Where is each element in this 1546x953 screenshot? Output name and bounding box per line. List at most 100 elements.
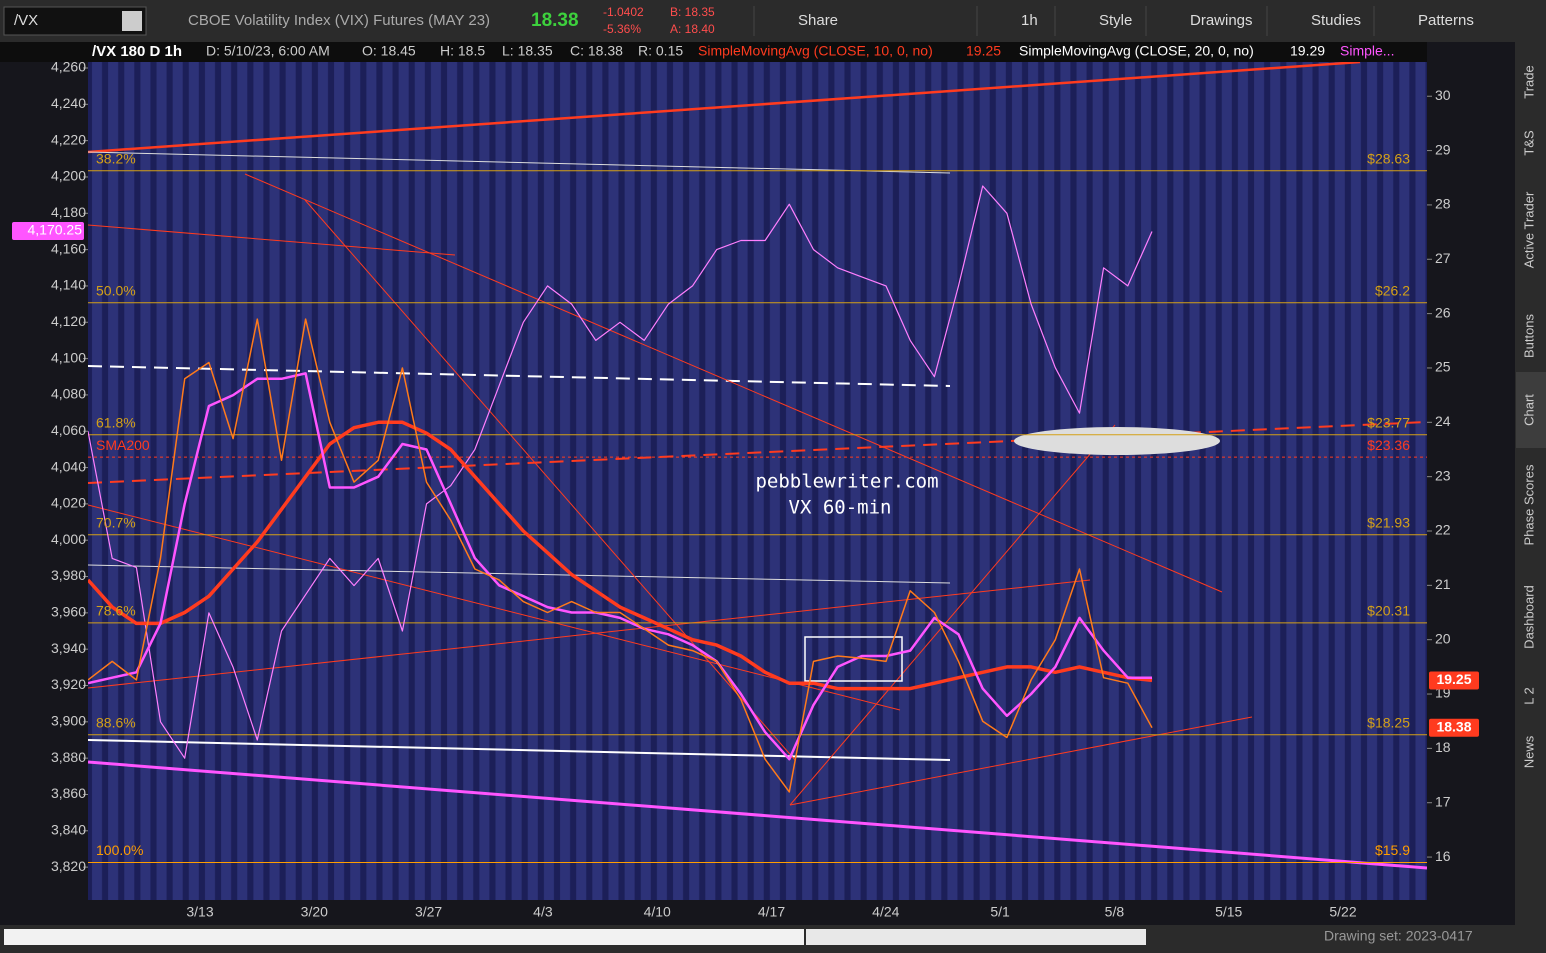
side-tab[interactable]: Phase Scores — [1521, 464, 1536, 545]
y2-tick-label: 4,200 — [51, 168, 86, 184]
trendline — [789, 424, 1116, 806]
y2-tick-label: 4,060 — [51, 422, 86, 438]
scrollbar[interactable] — [4, 929, 804, 945]
y-tick-label: 24 — [1435, 413, 1451, 429]
price-tag-label: 4,170.25 — [28, 222, 83, 238]
side-tab[interactable]: L 2 — [1521, 687, 1536, 705]
info-item: L: 18.35 — [502, 43, 553, 59]
y2-tick-label: 4,180 — [51, 204, 86, 220]
info-bar — [0, 42, 1515, 62]
side-tab[interactable]: T&S — [1521, 130, 1536, 156]
toolbar-button[interactable]: Patterns — [1418, 12, 1474, 29]
y2-tick-label: 3,880 — [51, 749, 86, 765]
study-value: 19.25 — [966, 43, 1001, 59]
level-value: $20.31 — [1367, 603, 1410, 619]
y2-tick-label: 3,920 — [51, 676, 86, 692]
level-value: $15.9 — [1375, 842, 1410, 858]
y2-tick-label: 4,260 — [51, 59, 86, 75]
series-line — [88, 372, 1152, 761]
info-item: C: 18.38 — [570, 43, 623, 59]
y2-tick-label: 4,120 — [51, 313, 86, 329]
toolbar-button[interactable]: Drawings — [1190, 12, 1253, 29]
change-pct: -5.36% — [603, 22, 641, 36]
x-tick-label: 4/3 — [533, 904, 553, 920]
side-tab[interactable]: Chart — [1521, 394, 1536, 426]
x-tick-label: 5/15 — [1215, 904, 1242, 920]
price-tag-label: 19.25 — [1436, 671, 1471, 687]
level-value: $21.93 — [1367, 515, 1410, 531]
trendline — [88, 365, 951, 387]
y2-tick-label: 4,020 — [51, 495, 86, 511]
info-item: R: 0.15 — [638, 43, 683, 59]
level-value: $26.2 — [1375, 282, 1410, 298]
x-tick-label: 4/24 — [872, 904, 899, 920]
side-tab[interactable]: Active Trader — [1521, 191, 1536, 268]
info-item: D: 5/10/23, 6:00 AM — [206, 43, 330, 59]
study-label: SimpleMovingAvg (CLOSE, 20, 0, no) — [1019, 43, 1254, 59]
y-tick-label: 27 — [1435, 250, 1451, 266]
level-name: 50.0% — [96, 282, 136, 298]
info-items: D: 5/10/23, 6:00 AM O: 18.45 H: 18.5 L: 18.… — [206, 43, 1394, 59]
level-name: 38.2% — [96, 150, 136, 166]
change: -1.0402 — [603, 5, 644, 19]
side-tab[interactable]: Dashboard — [1521, 585, 1536, 649]
study-more: Simple... — [1340, 43, 1394, 59]
chart-symbol: /VX 180 D 1h — [92, 43, 182, 60]
toolbar-button[interactable]: Share — [798, 12, 838, 29]
y2-tick-label: 3,900 — [51, 713, 86, 729]
level-name: 100.0% — [96, 842, 143, 858]
x-tick-label: 5/1 — [990, 904, 1010, 920]
side-tab[interactable]: Buttons — [1521, 313, 1536, 358]
trendline — [304, 199, 796, 761]
x-axis-panel — [88, 900, 1427, 925]
toolbar-button[interactable]: Style — [1099, 12, 1132, 29]
y2-tick-label: 4,100 — [51, 349, 86, 365]
y2-tick-label: 3,860 — [51, 785, 86, 801]
trendline — [789, 716, 1253, 806]
toolbar-buttons: Share 1h Style Drawings Studies Patterns — [753, 6, 1474, 36]
study-label: SimpleMovingAvg (CLOSE, 10, 0, no) — [698, 43, 933, 59]
level-name: 70.7% — [96, 515, 136, 531]
level-name: 61.8% — [96, 415, 136, 431]
drawing-set: Drawing set: 2023-0417 — [1324, 928, 1473, 944]
y2-tick-label: 4,220 — [51, 131, 86, 147]
trendline — [88, 421, 1427, 484]
trendline — [88, 739, 951, 761]
info-item: O: 18.45 — [362, 43, 416, 59]
y-tick-label: 17 — [1435, 793, 1451, 809]
y-tick-label: 26 — [1435, 304, 1451, 320]
y2-tick-label: 3,840 — [51, 822, 86, 838]
scrollbar-thumb[interactable] — [806, 929, 1146, 945]
price-tag — [12, 221, 84, 240]
side-tab[interactable]: Trade — [1521, 65, 1536, 98]
trendline — [88, 504, 901, 711]
toolbar-button[interactable]: Studies — [1311, 12, 1361, 29]
toolbar-button[interactable]: 1h — [1021, 12, 1038, 29]
series-line — [88, 185, 1153, 759]
series — [88, 170, 1427, 864]
description: CBOE Volatility Index (VIX) Futures (MAY… — [188, 12, 490, 29]
y-tick-label: 16 — [1435, 848, 1451, 864]
price-tag-label: 18.38 — [1436, 718, 1471, 734]
side-tab[interactable]: News — [1521, 735, 1536, 768]
price-tag — [1429, 718, 1479, 737]
y2-tick-label: 4,140 — [51, 277, 86, 293]
trendline — [88, 224, 456, 256]
y-tick-label: 21 — [1435, 576, 1451, 592]
y-tick-label: 30 — [1435, 87, 1451, 103]
y-tick-label: 29 — [1435, 141, 1451, 157]
right-axis-panel — [1427, 42, 1515, 925]
series-line — [88, 420, 1153, 691]
last-price: 18.38 — [531, 10, 579, 31]
range-box — [804, 636, 903, 682]
symbol: /VX — [14, 12, 38, 29]
y2-tick-label: 3,940 — [51, 640, 86, 656]
plot — [88, 62, 1427, 870]
x-tick-label: 3/13 — [186, 904, 213, 920]
toolbar — [0, 0, 1546, 42]
symbol-dropdown[interactable] — [122, 11, 142, 31]
y-tick-label: 18 — [1435, 739, 1451, 755]
y2-tick-label: 3,960 — [51, 604, 86, 620]
